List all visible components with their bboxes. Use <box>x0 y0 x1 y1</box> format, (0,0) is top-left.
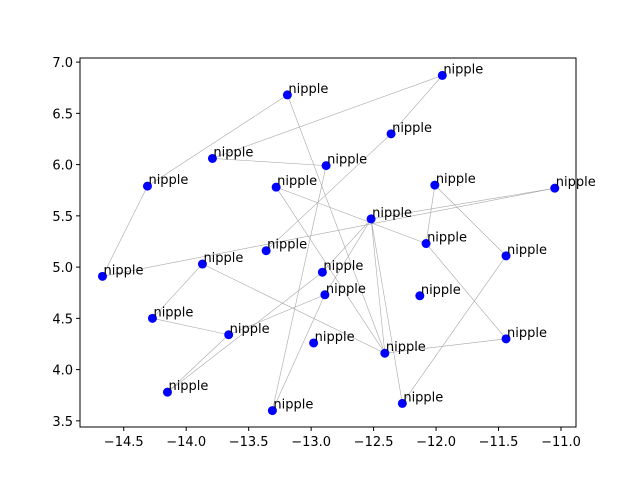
y-tick-label: 6.0 <box>52 159 73 174</box>
y-tick-label: 6.5 <box>52 107 73 122</box>
point-label: nipple <box>203 251 243 266</box>
point-label: nipple <box>507 326 547 341</box>
x-tick-label: −12.0 <box>416 435 456 450</box>
point-label: nipple <box>372 206 412 221</box>
point-label: nipple <box>277 174 317 189</box>
x-tick-label: −13.5 <box>229 435 269 450</box>
point-label: nipple <box>327 153 367 168</box>
y-tick-label: 5.5 <box>52 210 73 225</box>
point-label: nipple <box>230 322 270 337</box>
x-tick-label: −13.0 <box>291 435 331 450</box>
point-label: nipple <box>168 379 208 394</box>
x-tick-label: −11.5 <box>479 435 519 450</box>
point-label: nipple <box>315 330 355 345</box>
y-tick-label: 3.5 <box>52 415 73 430</box>
point-label: nipple <box>213 145 253 160</box>
point-label: nipple <box>436 172 476 187</box>
point-label: nipple <box>326 282 366 297</box>
x-tick-label: −14.5 <box>104 435 144 450</box>
point-label: nipple <box>403 390 443 405</box>
y-tick-label: 7.0 <box>52 56 73 71</box>
point-label: nipple <box>288 82 328 97</box>
point-label: nipple <box>148 173 188 188</box>
point-label: nipple <box>386 340 426 355</box>
point-label: nipple <box>103 263 143 278</box>
point-label: nipple <box>507 243 547 258</box>
y-tick-label: 4.0 <box>52 364 73 379</box>
point-label: nipple <box>392 121 432 136</box>
point-label: nipple <box>273 398 313 413</box>
y-tick-label: 5.0 <box>52 261 73 276</box>
point-label: nipple <box>427 231 467 246</box>
point-label: nipple <box>153 305 193 320</box>
x-tick-label: −11.0 <box>541 435 581 450</box>
point-label: nipple <box>323 259 363 274</box>
point-label: nipple <box>443 62 483 77</box>
x-tick-label: −12.5 <box>354 435 394 450</box>
point-label: nipple <box>267 238 307 253</box>
point-label: nipple <box>421 283 461 298</box>
x-tick-label: −14.0 <box>166 435 206 450</box>
y-tick-label: 4.5 <box>52 312 73 327</box>
